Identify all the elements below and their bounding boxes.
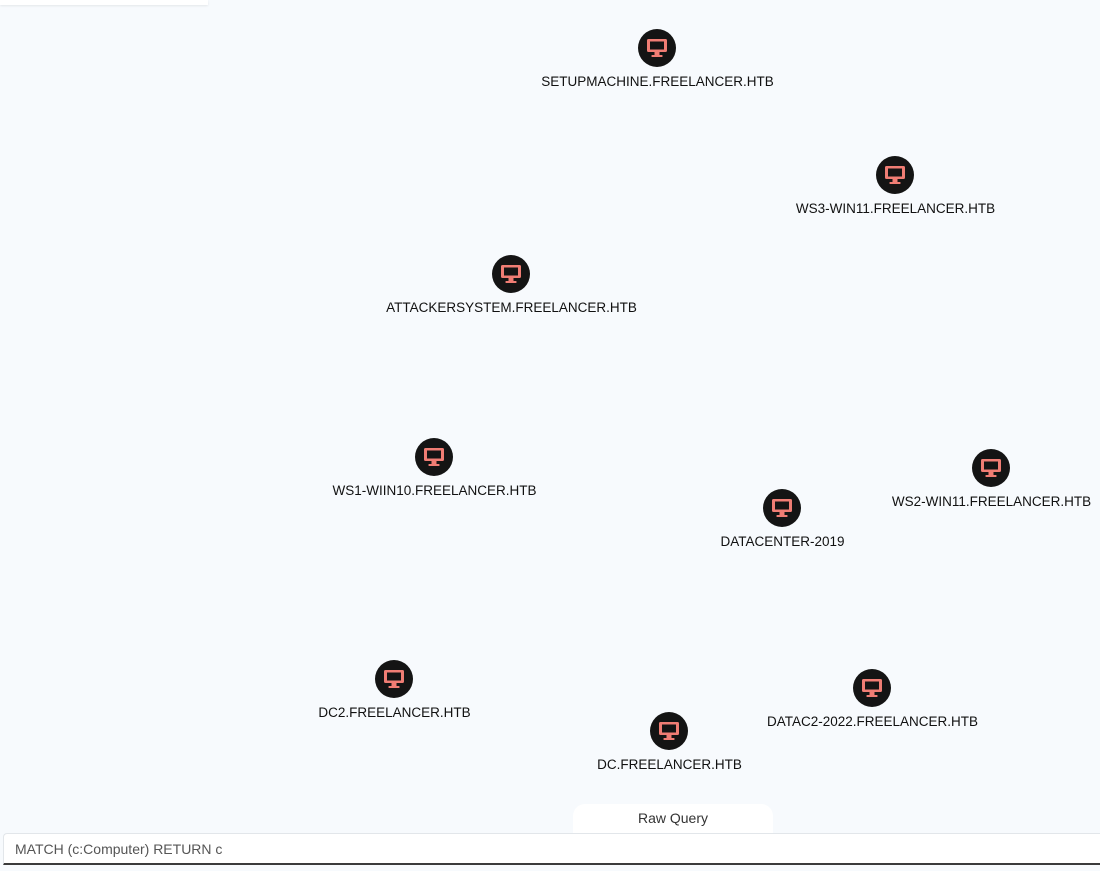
graph-node-label: DC2.FREELANCER.HTB <box>318 705 471 720</box>
graph-node-computer[interactable]: DATACENTER-2019 <box>720 489 845 549</box>
graph-node-label: DATACENTER-2019 <box>720 534 845 549</box>
graph-node-computer[interactable]: DC.FREELANCER.HTB <box>597 712 742 772</box>
desktop-computer-icon <box>853 669 891 707</box>
graph-node-label: WS1-WIIN10.FREELANCER.HTB <box>332 483 537 498</box>
desktop-computer-icon <box>876 156 914 194</box>
desktop-computer-icon <box>650 712 688 750</box>
raw-query-bar <box>3 833 1100 865</box>
graph-node-label: WS2-WIN11.FREELANCER.HTB <box>891 494 1092 509</box>
desktop-computer-icon <box>375 660 413 698</box>
graph-node-computer[interactable]: DATAC2-2022.FREELANCER.HTB <box>767 669 978 729</box>
raw-query-input[interactable] <box>4 834 1100 863</box>
graph-node-label: ATTACKERSYSTEM.FREELANCER.HTB <box>386 300 637 315</box>
search-panel-edge <box>0 0 208 5</box>
graph-node-computer[interactable]: ATTACKERSYSTEM.FREELANCER.HTB <box>386 255 637 315</box>
raw-query-tab[interactable]: Raw Query <box>573 804 773 834</box>
graph-node-label: WS3-WIN11.FREELANCER.HTB <box>795 201 996 216</box>
graph-node-computer[interactable]: WS2-WIN11.FREELANCER.HTB <box>892 449 1091 509</box>
graph-node-computer[interactable]: WS1-WIIN10.FREELANCER.HTB <box>332 438 537 498</box>
graph-node-label: DC.FREELANCER.HTB <box>597 757 742 772</box>
desktop-computer-icon <box>415 438 453 476</box>
graph-node-computer[interactable]: SETUPMACHINE.FREELANCER.HTB <box>541 29 774 89</box>
graph-node-computer[interactable]: DC2.FREELANCER.HTB <box>318 660 471 720</box>
graph-node-label: SETUPMACHINE.FREELANCER.HTB <box>541 74 774 89</box>
desktop-computer-icon <box>763 489 801 527</box>
desktop-computer-icon <box>638 29 676 67</box>
graph-node-computer[interactable]: WS3-WIN11.FREELANCER.HTB <box>796 156 995 216</box>
desktop-computer-icon <box>492 255 530 293</box>
graph-node-label: DATAC2-2022.FREELANCER.HTB <box>766 714 979 729</box>
desktop-computer-icon <box>972 449 1010 487</box>
